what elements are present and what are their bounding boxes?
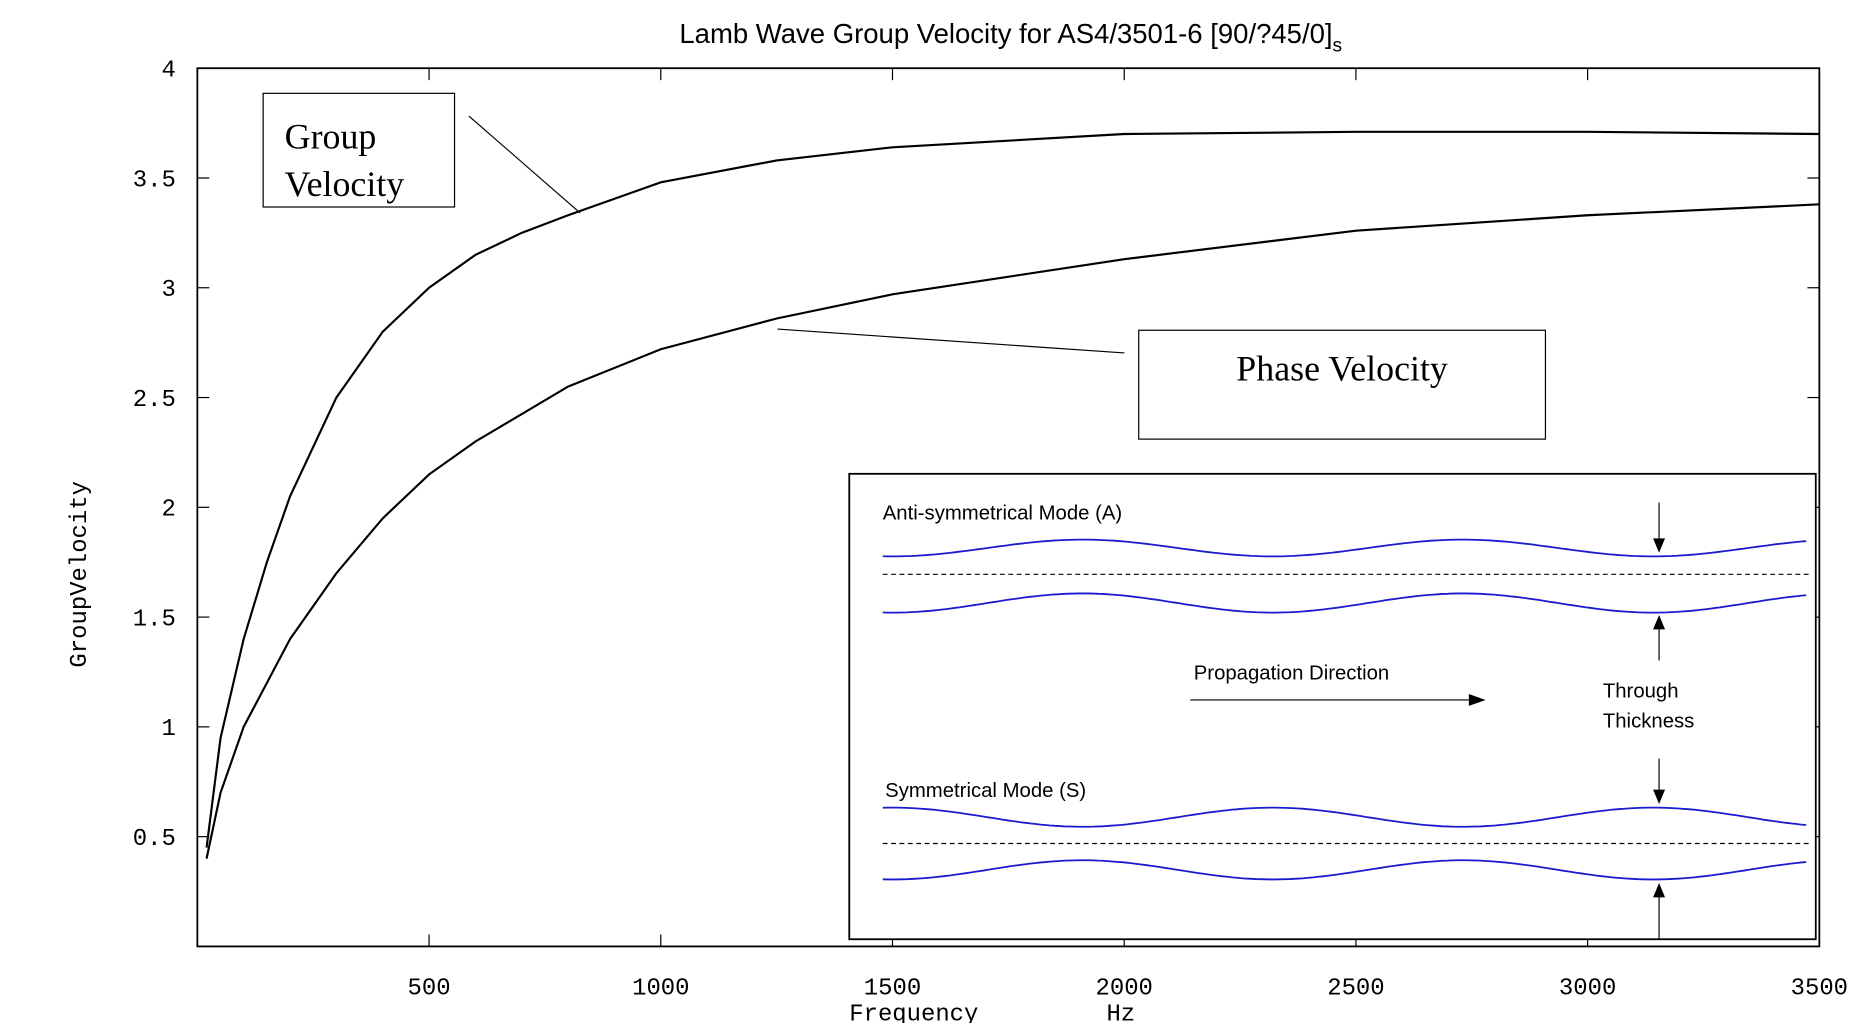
y-axis-label: GroupVelocity (67, 481, 94, 668)
title-main: Lamb Wave Group Velocity for AS4/3501-6 … (679, 18, 1332, 49)
wave (882, 859, 1807, 881)
y-tick-label: 4 (161, 58, 175, 85)
inset-label: Symmetrical Mode (S) (885, 780, 1086, 802)
wave (882, 806, 1807, 828)
y-tick-label: 2 (161, 497, 175, 524)
annotation-box (262, 92, 456, 208)
wave (882, 592, 1807, 614)
arrow-head (1653, 538, 1666, 553)
x-tick-label: 3500 (1791, 975, 1848, 1002)
data-line (205, 130, 1820, 848)
leader-line (777, 328, 1125, 354)
x-tick-label: 2500 (1327, 975, 1384, 1002)
x-axis-label: Frequency (849, 1002, 978, 1023)
chart-title: Lamb Wave Group Velocity for AS4/3501-6 … (679, 18, 1342, 56)
x-tick-label: 2000 (1096, 975, 1153, 1002)
wave (882, 538, 1807, 558)
x-tick-label: 3000 (1559, 975, 1616, 1002)
y-tick-label: 3 (161, 277, 175, 304)
y-tick-label: 3.5 (133, 167, 176, 194)
arrow-head (1468, 693, 1486, 706)
annotation: Phase Velocity (1236, 348, 1448, 388)
inset-label: Through (1603, 681, 1679, 703)
leader-line (468, 115, 581, 214)
inset-label: Anti-symmetrical Mode (A) (883, 502, 1122, 524)
y-tick-label: 2.5 (133, 387, 176, 414)
x-tick-label: 1500 (864, 975, 921, 1002)
y-tick-label: 1.5 (133, 606, 176, 633)
annotation-box (1138, 329, 1547, 440)
arrow-head (1653, 614, 1666, 630)
inset-diagram: Anti-symmetrical Mode (A) Propagation Di… (848, 472, 1817, 941)
x-axis-unit: Hz (1106, 1002, 1135, 1023)
annotation: Group Velocity (285, 116, 405, 204)
arrow-head (1653, 789, 1666, 805)
title-subscript: s (1333, 35, 1343, 56)
inset-label: Thickness (1603, 710, 1695, 732)
data-line (205, 203, 1820, 859)
y-tick-label: 0.5 (133, 826, 176, 853)
y-tick-label: 1 (161, 716, 175, 743)
x-tick-label: 500 (408, 975, 451, 1002)
inset-label: Propagation Direction (1194, 663, 1389, 685)
arrow-head (1653, 883, 1666, 898)
x-tick-label: 1000 (632, 975, 689, 1002)
inset-frame (848, 472, 1817, 941)
